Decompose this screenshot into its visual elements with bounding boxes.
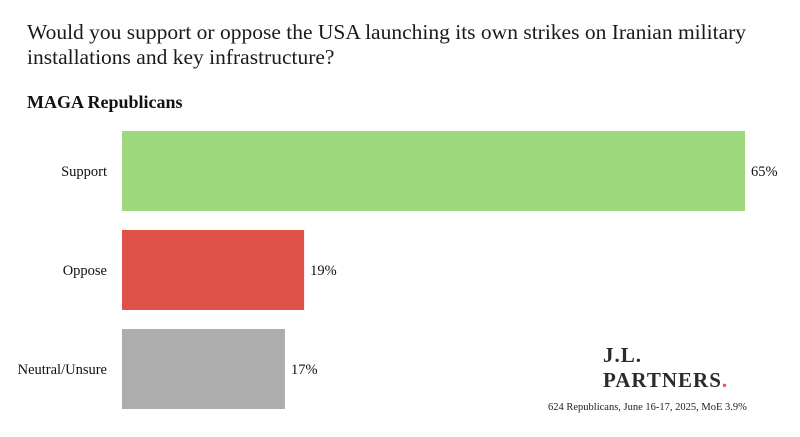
value-label-oppose: 19% [310,263,337,279]
logo-line-1: J.L. [603,343,643,367]
logo-dot: . [721,368,729,392]
category-label-support: Support [61,164,107,180]
value-label-support: 65% [751,164,778,180]
chart-title: Would you support or oppose the USA laun… [27,20,747,69]
category-label-neutral: Neutral/Unsure [18,362,107,378]
bar-neutral [122,329,285,409]
category-label-oppose: Oppose [63,263,107,279]
bar-oppose [122,230,305,310]
jl-partners-logo: J.L. PARTNERS. [603,343,728,393]
logo-line-2: PARTNERS [603,368,722,392]
value-label-neutral: 17% [291,362,318,378]
bar-support [122,131,745,211]
chart-subtitle: MAGA Republicans [27,92,183,112]
sample-footnote: 624 Republicans, June 16-17, 2025, MoE 3… [548,402,747,413]
